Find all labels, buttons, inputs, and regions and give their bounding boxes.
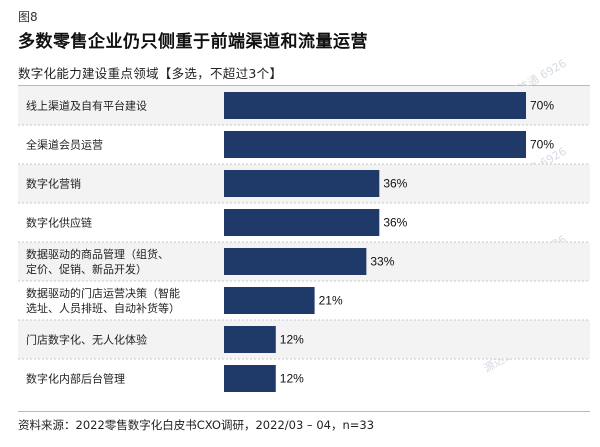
source-note: 资料来源：2022零售数字化白皮书CXO调研，2022/03 – 04，n=33 (18, 418, 375, 432)
value-label: 36% (383, 177, 407, 191)
value-label: 70% (530, 138, 554, 152)
category-label-line: 数字化营销 (26, 177, 81, 191)
bar (224, 92, 526, 119)
value-label: 12% (280, 372, 304, 386)
category-label: 门店数字化、无人化体验 (26, 333, 147, 347)
value-label: 70% (530, 99, 554, 113)
category-label-line: 数据驱动的门店运营决策（智能 (26, 286, 180, 300)
category-label-line: 线上渠道及自有平台建设 (26, 99, 147, 113)
bar (224, 131, 526, 158)
category-label: 数字化内部后台管理 (26, 372, 125, 386)
chart-subtitle: 数字化能力建设重点领域【多选，不超过3个】 (18, 66, 283, 81)
value-label: 36% (383, 216, 407, 230)
category-label-line: 数字化内部后台管理 (26, 372, 125, 386)
category-label: 数字化供应链 (26, 216, 92, 230)
value-label: 21% (319, 294, 343, 308)
category-label-line: 全渠道会员运营 (26, 138, 103, 152)
bar (224, 287, 315, 314)
category-label-line: 门店数字化、无人化体验 (26, 333, 147, 347)
category-label: 全渠道会员运营 (26, 138, 103, 152)
chart-title: 多数零售企业仍只侧重于前端渠道和流量运营 (18, 32, 368, 52)
value-label: 12% (280, 333, 304, 347)
category-label-line: 数字化供应链 (26, 216, 92, 230)
category-label-line: 定价、促销、新品开发） (26, 262, 147, 276)
bar (224, 365, 276, 392)
bar (224, 209, 380, 236)
category-label: 数据驱动的商品管理（组货、定价、促销、新品开发） (26, 247, 169, 276)
category-label-line: 选址、人员排班、自动补货等） (26, 301, 180, 315)
bar (224, 170, 380, 197)
footer-divider (18, 411, 590, 412)
category-label: 数字化营销 (26, 177, 81, 191)
bar (224, 248, 367, 275)
category-label-line: 数据驱动的商品管理（组货、 (26, 247, 169, 261)
category-label: 线上渠道及自有平台建设 (26, 99, 147, 113)
bar (224, 326, 276, 353)
value-label: 33% (370, 255, 394, 269)
header-divider (18, 85, 590, 86)
row-band (18, 320, 590, 359)
category-label: 数据驱动的门店运营决策（智能选址、人员排班、自动补货等） (26, 286, 180, 315)
figure-label: 图8 (18, 10, 38, 24)
